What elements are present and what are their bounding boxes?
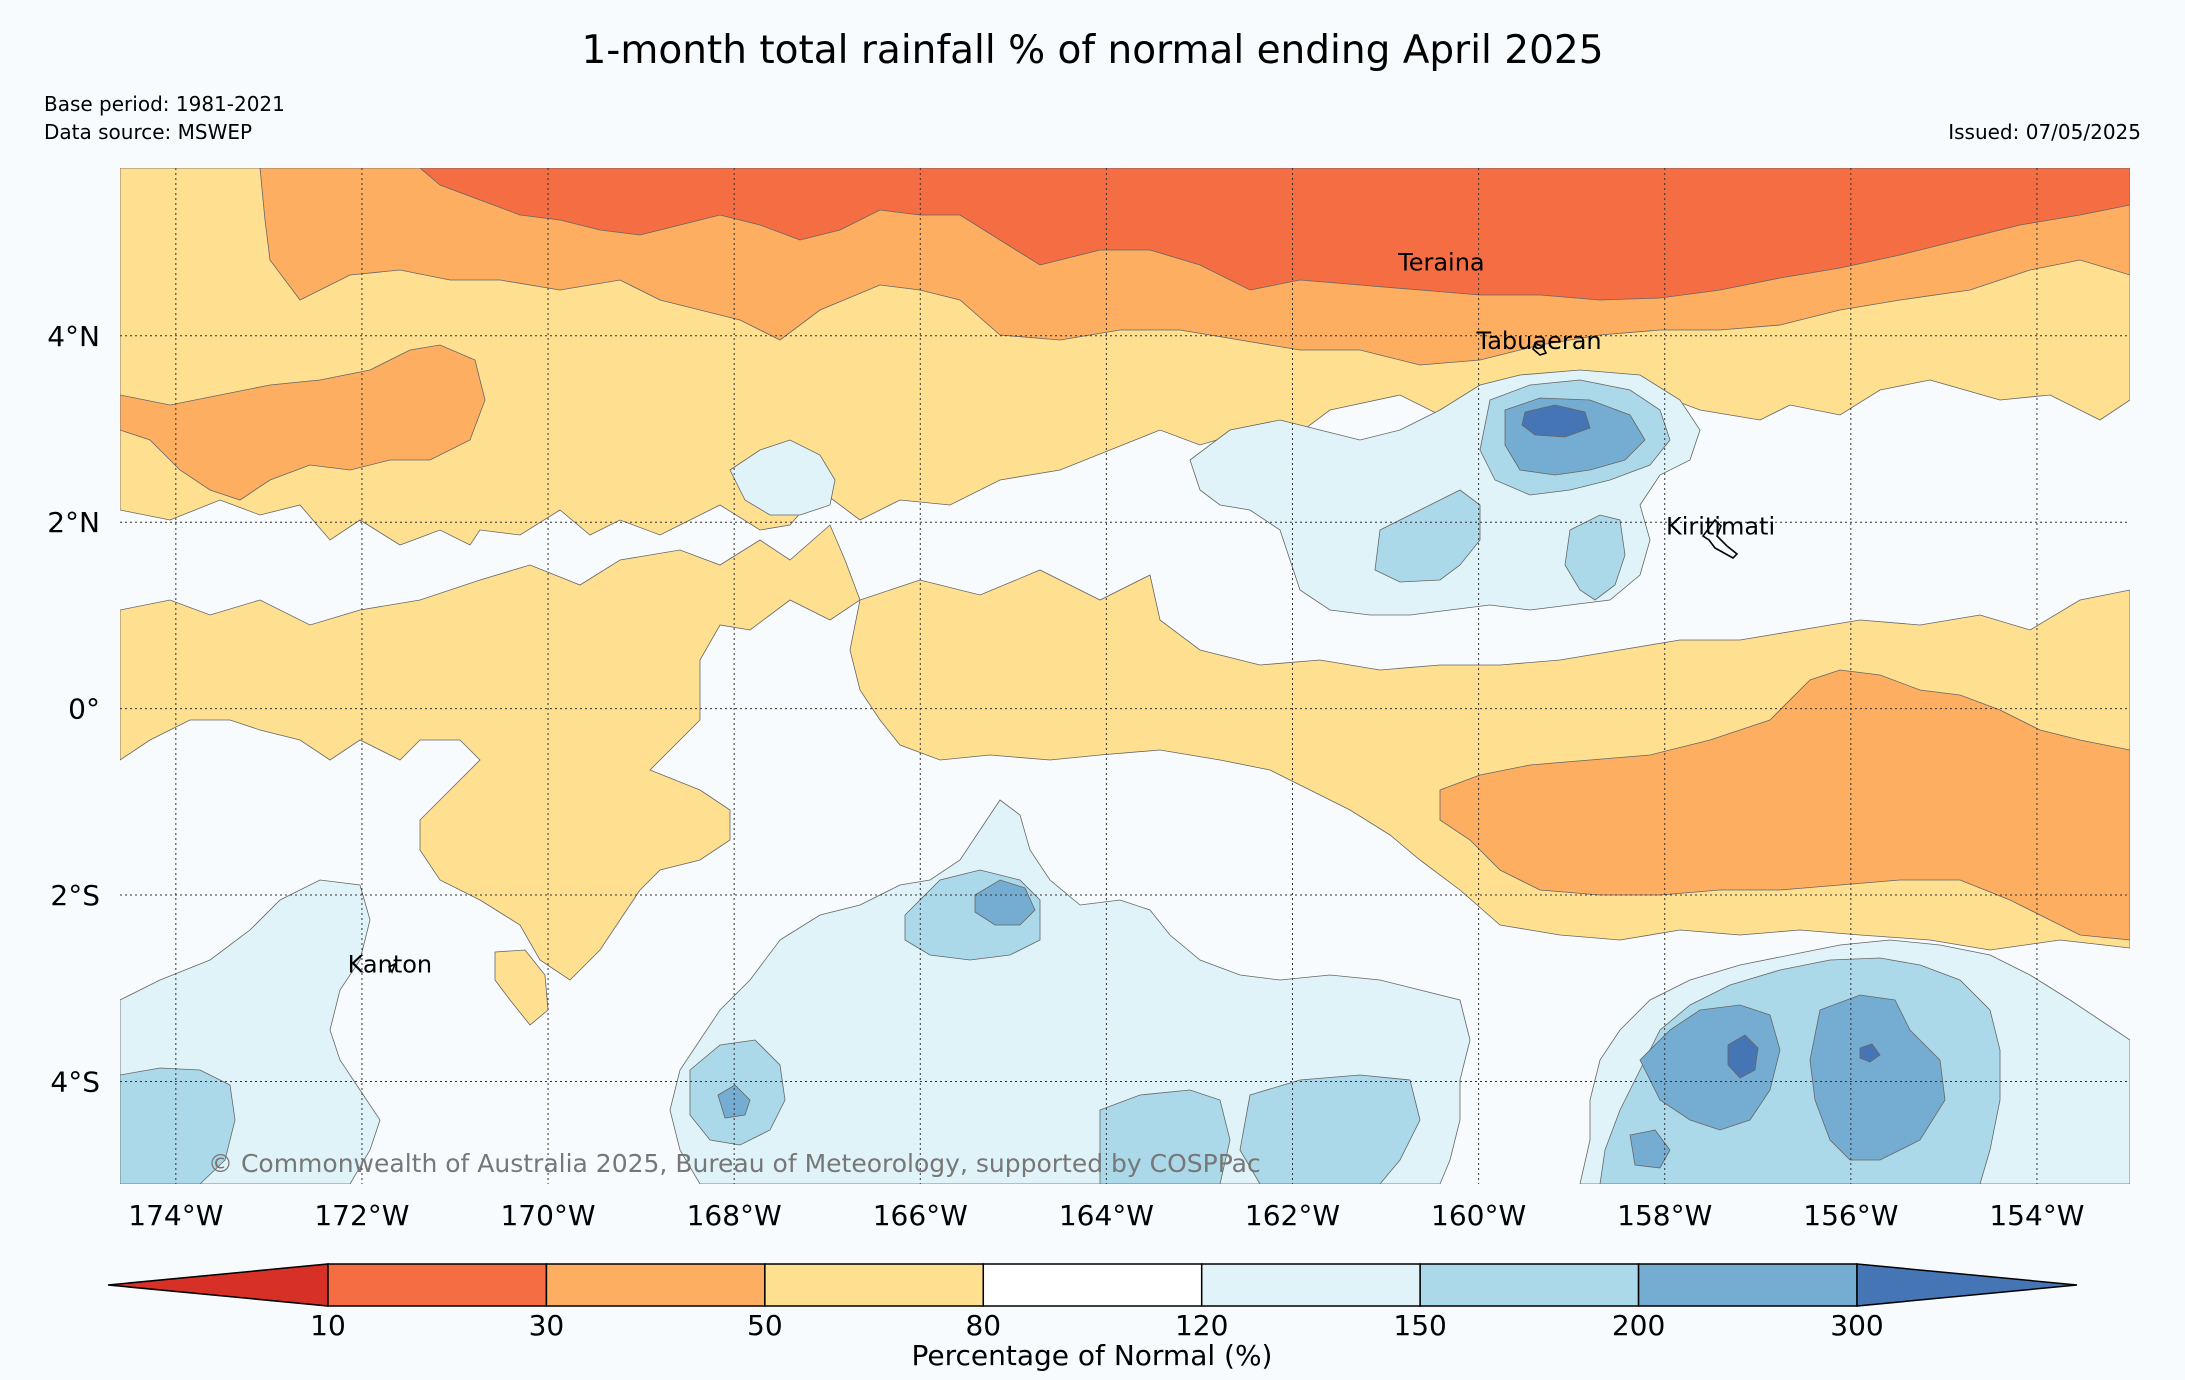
base-period: Base period: 1981-2021: [44, 92, 285, 116]
region-200-300-southeast-b: [1809, 994, 1946, 1161]
colorbar-swatch: [1200, 1263, 1421, 1307]
colorbar-tick-label: 30: [529, 1309, 565, 1342]
region-30-50-west: [120, 344, 486, 501]
colorbar-swatch: [1419, 1263, 1640, 1307]
lon-tick-label: 158°W: [1617, 1199, 1712, 1232]
longitude-labels: 174°W 172°W 170°W 168°W 166°W 164°W 162°W 160°W…: [128, 1199, 2084, 1232]
colorbar-swatch: [545, 1263, 766, 1307]
colorbar-tick-label: 120: [1175, 1309, 1228, 1342]
colorbar-tick-label: 50: [747, 1309, 783, 1342]
region-over-300-southeast-b: [1859, 1043, 1881, 1063]
copyright-notice: © Commonwealth of Australia 2025, Bureau…: [208, 1149, 1261, 1178]
graticule: [120, 168, 2130, 1184]
lon-tick-label: 170°W: [500, 1199, 595, 1232]
issued-date: Issued: 07/05/2025: [1948, 120, 2141, 144]
tabuaeran-island: [1532, 341, 1548, 356]
lon-tick-label: 164°W: [1059, 1199, 1154, 1232]
region-150-200-south-c: [1239, 1074, 1421, 1184]
colorbar-tick-label: 300: [1830, 1309, 1883, 1342]
lon-tick-label: 162°W: [1245, 1199, 1340, 1232]
colorbar-tick-label: 150: [1393, 1309, 1446, 1342]
colorbar-tick-label: 80: [965, 1309, 1001, 1342]
region-10-30-north: [419, 168, 2130, 301]
colorbar-swatch: [764, 1263, 985, 1307]
lon-tick-label: 168°W: [687, 1199, 782, 1232]
data-source: Data source: MSWEP: [44, 120, 253, 144]
region-150-200-southwest: [120, 1067, 236, 1184]
lon-tick-label: 166°W: [873, 1199, 968, 1232]
colorbar-swatch: [1637, 1263, 1858, 1307]
colorbar-low-extend: [107, 1263, 329, 1307]
lat-tick-label: 2°S: [50, 879, 100, 912]
colorbar: 10 30 50 80 120 150 200 300: [107, 1263, 2078, 1342]
colorbar-title: Percentage of Normal (%): [912, 1339, 1273, 1372]
region-200-300-south-a: [717, 1084, 751, 1119]
rainfall-field: [120, 168, 2130, 1184]
lat-tick-label: 0°: [68, 693, 100, 726]
region-50-80-central: [120, 524, 861, 981]
region-over-300-southeast-a: [1727, 1034, 1759, 1079]
region-150-200-south-b: [1099, 1089, 1231, 1184]
kanton-island: [387, 962, 397, 974]
place-label: Tabuaeran: [1476, 327, 1602, 355]
region-150-200-central: [1374, 489, 1481, 583]
kiritimati-island: [1701, 518, 1739, 559]
region-150-200-kiritimati: [1564, 514, 1626, 601]
map-title: 1-month total rainfall % of normal endin…: [581, 28, 1604, 73]
lon-tick-label: 154°W: [1989, 1199, 2084, 1232]
place-label: Kiritimati: [1666, 512, 1775, 540]
region-120-150-mid: [729, 439, 836, 516]
colorbar-swatch: [982, 1263, 1203, 1307]
lon-tick-label: 160°W: [1431, 1199, 1526, 1232]
latitude-labels: 4°N 2°N 0° 2°S 4°S: [47, 320, 100, 1099]
place-labels: Teraina Tabuaeran Kiritimati Kanton: [348, 249, 1776, 979]
lat-tick-label: 4°S: [50, 1065, 100, 1098]
place-label: Kanton: [348, 950, 433, 978]
colorbar-tick-label: 200: [1612, 1309, 1665, 1342]
lat-tick-label: 4°N: [47, 320, 100, 353]
region-50-80-south-patch: [494, 949, 549, 1026]
lon-tick-label: 172°W: [314, 1199, 409, 1232]
lon-tick-label: 156°W: [1803, 1199, 1898, 1232]
colorbar-swatch: [327, 1263, 548, 1307]
colorbar-tick-label: 10: [310, 1309, 346, 1342]
region-over-300-tabuaeran: [1521, 404, 1591, 438]
region-200-300-south-central: [974, 879, 1036, 926]
colorbar-high-extend: [1856, 1263, 2078, 1307]
lat-tick-label: 2°N: [47, 506, 100, 539]
lon-tick-label: 174°W: [128, 1199, 223, 1232]
region-120-150-south-central: [669, 799, 1471, 1184]
place-label: Teraina: [1397, 249, 1485, 277]
